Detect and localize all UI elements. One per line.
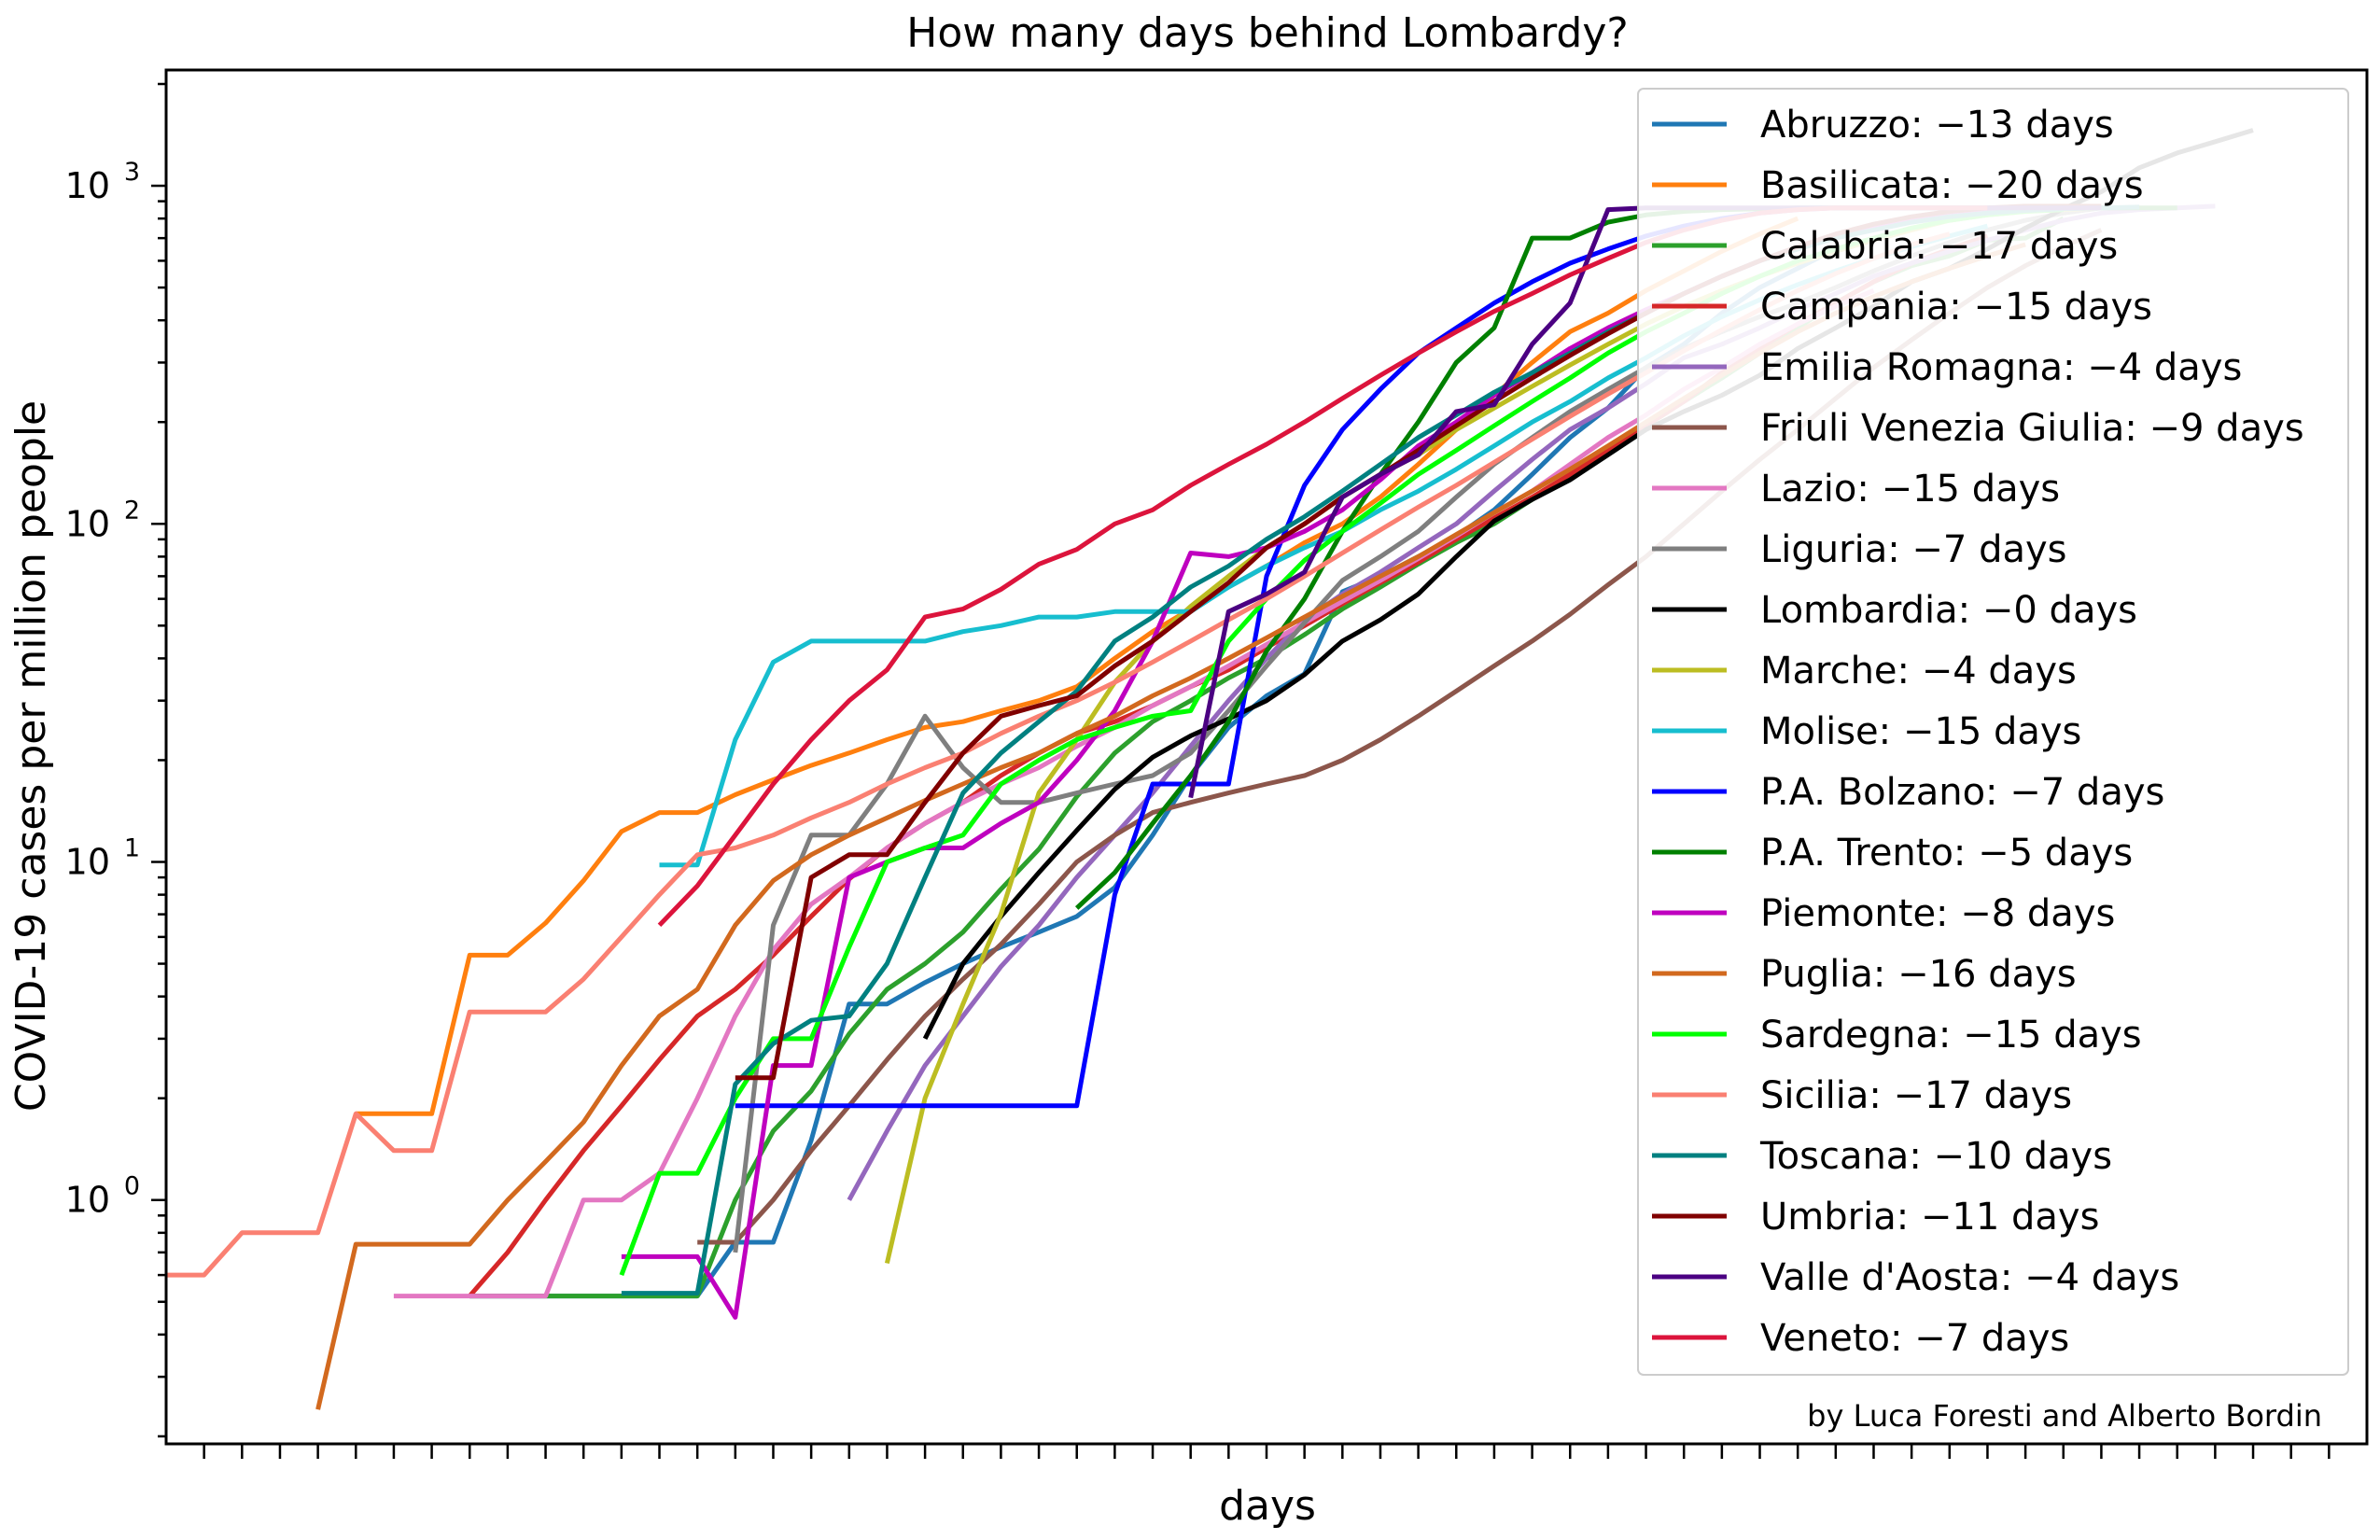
legend-label: Piemonte: −8 days (1760, 892, 2115, 935)
y-tick-exponent: 2 (124, 496, 140, 525)
legend-label: Valle d'Aosta: −4 days (1760, 1256, 2179, 1299)
legend-label: Veneto: −7 days (1760, 1317, 2069, 1360)
legend-label: Basilicata: −20 days (1760, 164, 2144, 207)
legend-entry-umbria: Umbria: −11 days (1652, 1196, 2099, 1239)
legend: Abruzzo: −13 days Basilicata: −20 days Cal… (1637, 88, 2349, 1434)
legend-label: Calabria: −17 days (1760, 225, 2118, 268)
legend-label: P.A. Bolzano: −7 days (1760, 771, 2164, 814)
legend-items: Abruzzo: −13 days Basilicata: −20 days Cal… (1652, 104, 2304, 1360)
y-tick-base: 10 (65, 503, 110, 544)
legend-label: Campania: −15 days (1760, 286, 2152, 329)
legend-entry-sicilia: Sicilia: −17 days (1652, 1074, 2072, 1117)
legend-entry-basilicata: Basilicata: −20 days (1652, 164, 2144, 207)
y-tick-base: 10 (65, 1180, 110, 1221)
y-tick-exponent: 3 (124, 158, 140, 187)
legend-frame (1637, 88, 2349, 1376)
legend-label: Umbria: −11 days (1760, 1196, 2099, 1239)
legend-label: Toscana: −10 days (1759, 1135, 2112, 1178)
legend-entry-calabria: Calabria: −17 days (1652, 225, 2118, 268)
legend-label: Abruzzo: −13 days (1760, 104, 2114, 147)
legend-label: Marche: −4 days (1760, 650, 2077, 693)
y-axis-label: COVID-19 cases per million people (7, 400, 55, 1112)
legend-entry-emilia-romagna: Emilia Romagna: −4 days (1652, 346, 2242, 389)
legend-entry-p-a-trento: P.A. Trento: −5 days (1652, 832, 2133, 875)
legend-label: Molise: −15 days (1760, 710, 2081, 753)
legend-label: Puglia: −16 days (1760, 953, 2077, 996)
legend-entry-lazio: Lazio: −15 days (1652, 468, 2060, 511)
legend-entry-valle-d-aosta: Valle d'Aosta: −4 days (1652, 1256, 2179, 1299)
legend-entry-liguria: Liguria: −7 days (1652, 528, 2067, 571)
legend-entry-molise: Molise: −15 days (1652, 710, 2081, 753)
y-tick-label: 10 (65, 1180, 110, 1221)
y-tick-exponent: 1 (124, 834, 140, 863)
legend-entry-campania: Campania: −15 days (1652, 286, 2152, 329)
y-tick-label: 10 (65, 503, 110, 544)
legend-label: Lazio: −15 days (1760, 468, 2060, 511)
y-tick-label: 10 (65, 165, 110, 206)
credit-text: by Luca Foresti and Alberto Bordin (1807, 1398, 2322, 1434)
legend-entry-abruzzo: Abruzzo: −13 days (1652, 104, 2114, 147)
legend-entry-lombardia: Lombardia: −0 days (1652, 589, 2137, 632)
legend-entry-sardegna: Sardegna: −15 days (1652, 1014, 2142, 1057)
legend-entry-marche: Marche: −4 days (1652, 650, 2077, 693)
x-axis-label: days (1219, 1482, 1316, 1530)
legend-entry-friuli-venezia-giulia: Friuli Venezia Giulia: −9 days (1652, 407, 2304, 450)
legend-label: Sardegna: −15 days (1760, 1014, 2142, 1057)
legend-entry-puglia: Puglia: −16 days (1652, 953, 2077, 996)
legend-entry-toscana: Toscana: −10 days (1652, 1135, 2112, 1178)
legend-entry-p-a-bolzano: P.A. Bolzano: −7 days (1652, 771, 2164, 814)
x-axis-ticks (203, 1444, 2331, 1459)
legend-label: Lombardia: −0 days (1760, 589, 2137, 632)
legend-entry-veneto: Veneto: −7 days (1652, 1317, 2069, 1360)
y-tick-base: 10 (65, 842, 110, 883)
plot-frame (164, 68, 2369, 1446)
legend-label: Sicilia: −17 days (1760, 1074, 2072, 1117)
series-line-lazio (393, 287, 1875, 1299)
chart-title: How many days behind Lombardy? (906, 9, 1629, 57)
series-line-basilicata (356, 216, 1799, 1116)
legend-label: Liguria: −7 days (1760, 528, 2067, 571)
legend-label: P.A. Trento: −5 days (1760, 832, 2133, 875)
y-tick-exponent: 0 (124, 1172, 140, 1201)
legend-label: Friuli Venezia Giulia: −9 days (1760, 407, 2304, 450)
y-tick-label: 10 (65, 842, 110, 883)
y-tick-base: 10 (65, 165, 110, 206)
legend-entry-piemonte: Piemonte: −8 days (1652, 892, 2115, 935)
legend-label: Emilia Romagna: −4 days (1760, 346, 2242, 389)
